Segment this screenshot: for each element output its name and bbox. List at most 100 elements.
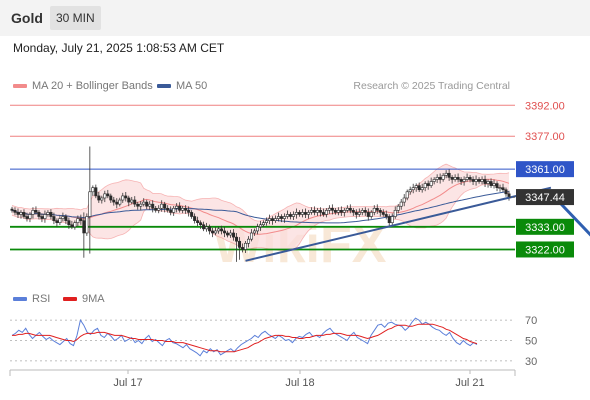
level-label-0: 3392.00: [525, 100, 565, 112]
candle-body: [235, 236, 239, 242]
candle-body: [417, 185, 421, 191]
candle-body: [399, 201, 403, 207]
candle-body: [375, 207, 379, 211]
candle-body: [169, 210, 173, 213]
candle-body: [270, 218, 274, 221]
candle-body: [387, 216, 391, 223]
candle-body: [426, 183, 430, 186]
candle-body: [211, 230, 215, 234]
candle-body: [411, 187, 415, 191]
candle-body: [486, 181, 490, 184]
bollinger-band-fill: [12, 164, 509, 251]
candle-body: [46, 212, 50, 215]
candle-body: [465, 177, 469, 180]
candle-body: [456, 177, 460, 180]
candle-body: [139, 203, 143, 207]
candle-body: [330, 207, 334, 211]
legend-swatch-ma20: [13, 84, 27, 88]
candle-body: [256, 226, 260, 232]
candle-body: [420, 187, 424, 191]
candle-body: [229, 232, 233, 236]
candle-body: [115, 201, 119, 205]
candle-body: [172, 207, 176, 213]
candle-body: [109, 195, 113, 201]
candle-body: [10, 208, 14, 211]
candle-body: [145, 201, 149, 207]
candle-body: [498, 187, 502, 189]
candle-body: [339, 210, 343, 213]
candle-body: [49, 212, 53, 217]
candle-body: [127, 197, 131, 203]
candle-body: [312, 210, 316, 213]
candle-body: [73, 222, 77, 228]
candle-body: [151, 203, 155, 209]
candle-body: [130, 199, 134, 203]
candle-body: [441, 175, 445, 180]
level-tag-3: [516, 218, 574, 235]
candle-body: [121, 195, 125, 201]
candle-body: [187, 210, 191, 213]
level-label-1: 3377.00: [525, 131, 565, 143]
candle-body: [217, 228, 221, 232]
candle-body: [288, 214, 292, 217]
candle-body: [250, 232, 254, 240]
candle-body: [381, 212, 385, 215]
candle-body: [202, 224, 206, 230]
candle-body: [220, 228, 224, 232]
candle-body: [393, 210, 397, 217]
candle-body: [390, 216, 394, 223]
candle-body: [414, 185, 418, 188]
candle-body: [492, 183, 496, 186]
candle-body: [471, 179, 475, 182]
candle-body: [474, 179, 478, 182]
candle-body: [276, 216, 280, 219]
candle-body: [82, 220, 86, 234]
interval-selector[interactable]: 30 MIN: [50, 6, 101, 30]
candle-body: [291, 214, 295, 217]
forecast-arrow-shaft: [555, 198, 590, 237]
ma20-line: [11, 178, 510, 235]
candle-body: [112, 199, 116, 203]
candle-body: [85, 216, 89, 234]
candle-body: [103, 193, 107, 199]
candle-body: [97, 195, 101, 201]
candle-body: [76, 218, 80, 223]
rsi-tick-label-1: 50: [525, 336, 537, 348]
candle-body: [226, 232, 230, 236]
candle-body: [124, 195, 128, 199]
candle-body: [285, 214, 289, 217]
candle-body: [196, 220, 200, 223]
candle-body: [405, 191, 409, 199]
candle-body: [453, 177, 457, 180]
rsi-series-rsi: [11, 317, 478, 357]
last-price-label: 3347.44: [525, 192, 565, 204]
candle-body: [258, 224, 262, 228]
candle-body: [31, 210, 35, 215]
candle-body: [423, 183, 427, 188]
candle-body: [348, 207, 352, 211]
candle-body: [447, 172, 451, 178]
candle-body: [100, 197, 104, 201]
candle-body: [294, 212, 298, 215]
level-label-3: 3333.00: [525, 222, 565, 234]
candle-body: [459, 179, 463, 182]
datetime-label: Monday, July 21, 2025 1:08:53 AM CET: [13, 41, 225, 55]
candle-body: [483, 179, 487, 184]
candle-body: [106, 193, 110, 197]
candle-body: [261, 222, 265, 226]
candle-body: [327, 207, 331, 211]
candle-body: [351, 210, 355, 213]
candle-body: [363, 210, 367, 213]
candle-body: [157, 207, 161, 211]
candle-body: [432, 179, 436, 182]
candle-body: [501, 187, 505, 191]
research-credit: Research © 2025 Trading Central: [353, 80, 510, 92]
candle-body: [214, 230, 218, 234]
rsi-tick-label-0: 70: [525, 315, 537, 327]
candle-body: [22, 212, 26, 217]
x-tick-label-0: Jul 17: [113, 377, 142, 389]
candle-body: [282, 216, 286, 219]
candle-body: [336, 210, 340, 213]
candle-body: [118, 199, 122, 205]
